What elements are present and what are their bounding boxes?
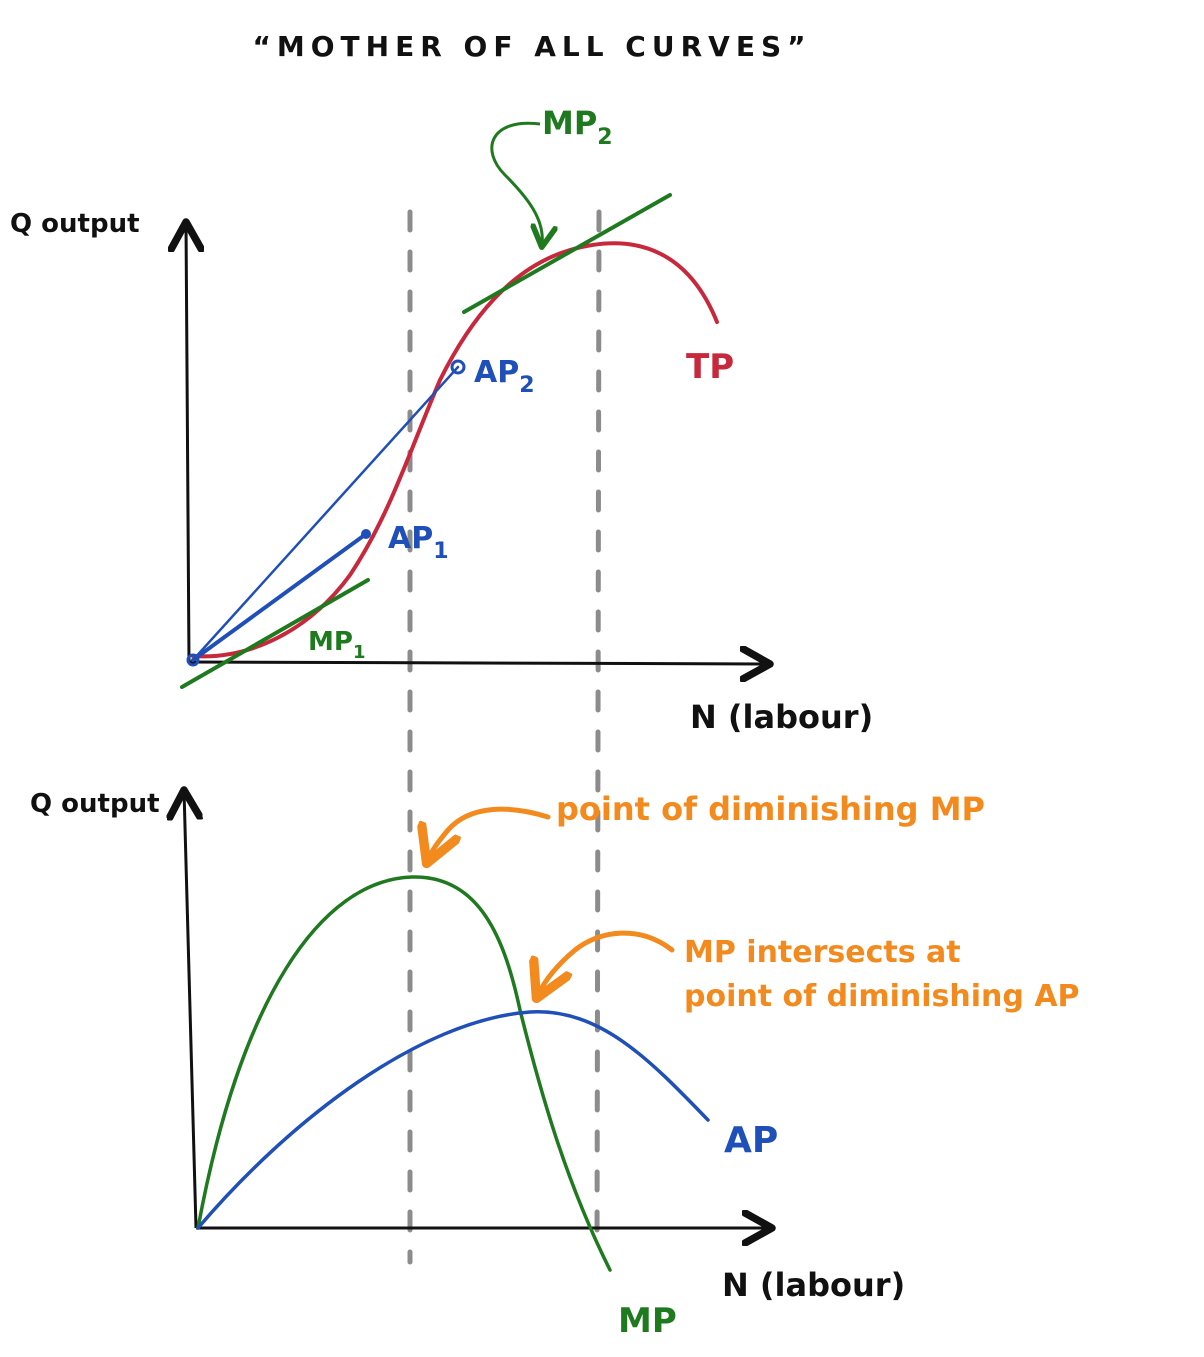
tp-curve-label: TP: [686, 347, 734, 387]
mp2-label: MP2: [542, 104, 613, 150]
top-x-axis: [188, 662, 770, 664]
intersect-annotation-line1: MP intersects at: [684, 935, 961, 970]
mp2-pointer: [490, 121, 543, 245]
diminishing-mp-annotation: point of diminishing MP: [556, 790, 985, 828]
mp-curve-label: MP: [618, 1301, 677, 1341]
bottom-y-axis: [184, 790, 196, 1229]
ap2-label: AP2: [474, 355, 535, 398]
top-y-axis: [186, 222, 189, 663]
top-x-axis-label: N (labour): [690, 698, 873, 736]
intersect-arrow: [538, 930, 675, 995]
mp1-tangent: [180, 578, 370, 689]
ap-curve: [196, 1010, 710, 1230]
bottom-y-axis-label: Q output: [30, 789, 160, 819]
bottom-x-axis-label: N (labour): [722, 1266, 905, 1304]
tp-curve: [191, 241, 719, 659]
top-y-axis-label: Q output: [10, 209, 140, 239]
ap-curve-label: AP: [724, 1120, 778, 1161]
ap1-ray: [191, 532, 368, 662]
origin-point: [186, 653, 200, 667]
diminishing-mp-arrow: [428, 806, 551, 860]
mp2-subscript: 2: [597, 125, 612, 150]
mp1-subscript: 1: [353, 642, 366, 663]
guide-line-max-tp: [594, 209, 602, 1253]
bottom-chart: Q output N (labour) MP AP point of dimin…: [30, 789, 1080, 1341]
top-chart: Q output N (labour) TP AP1 AP2 MP1 MP2: [10, 104, 873, 736]
ap2-point: [450, 359, 466, 375]
ap1-point: [361, 529, 371, 539]
diagram-title: “MOTHER OF ALL CURVES”: [252, 30, 811, 63]
mp-curve: [196, 875, 612, 1272]
intersect-annotation-line2: point of diminishing AP: [684, 979, 1080, 1014]
ap1-subscript: 1: [433, 539, 448, 564]
ap1-label: AP1: [388, 521, 449, 564]
ap2-ray: [191, 365, 460, 662]
mp1-label: MP1: [308, 627, 365, 663]
intersect-annotation: MP intersects at point of diminishing AP: [684, 935, 1080, 1014]
ap2-subscript: 2: [519, 373, 534, 398]
mp2-tangent: [462, 193, 672, 314]
